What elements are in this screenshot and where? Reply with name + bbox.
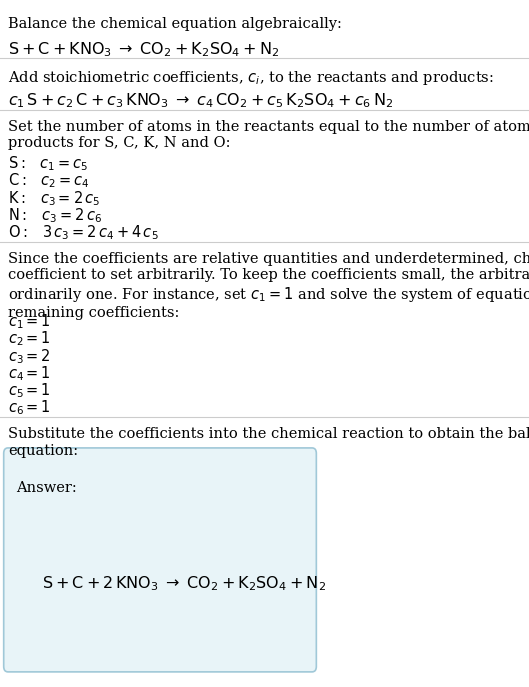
Text: $c_6 = 1$: $c_6 = 1$ xyxy=(8,398,51,417)
Text: $c_5 = 1$: $c_5 = 1$ xyxy=(8,381,51,400)
Text: Add stoichiometric coefficients, $c_i$, to the reactants and products:: Add stoichiometric coefficients, $c_i$, … xyxy=(8,69,494,87)
Text: $c_3 = 2$: $c_3 = 2$ xyxy=(8,347,51,365)
Text: Answer:: Answer: xyxy=(16,481,77,495)
Text: Substitute the coefficients into the chemical reaction to obtain the balanced
eq: Substitute the coefficients into the che… xyxy=(8,427,529,458)
FancyBboxPatch shape xyxy=(4,448,316,672)
Text: $c_4 = 1$: $c_4 = 1$ xyxy=(8,364,51,383)
Text: $\mathregular{N:}\;\;\; c_3 = 2\,c_6$: $\mathregular{N:}\;\;\; c_3 = 2\,c_6$ xyxy=(8,206,102,225)
Text: $c_2 = 1$: $c_2 = 1$ xyxy=(8,330,51,348)
Text: Balance the chemical equation algebraically:: Balance the chemical equation algebraica… xyxy=(8,17,342,31)
Text: Set the number of atoms in the reactants equal to the number of atoms in the
pro: Set the number of atoms in the reactants… xyxy=(8,120,529,150)
Text: $c_1 = 1$: $c_1 = 1$ xyxy=(8,313,51,331)
Text: $c_1\,\mathregular{S} + c_2\,\mathregular{C} + c_3\,\mathregular{KNO_3} \;\right: $c_1\,\mathregular{S} + c_2\,\mathregula… xyxy=(8,91,393,110)
Text: $\mathregular{S + C + KNO_3 \;\rightarrow\; CO_2 + K_2SO_4 + N_2}$: $\mathregular{S + C + KNO_3 \;\rightarro… xyxy=(8,40,279,58)
Text: $\mathregular{S + C + 2\,KNO_3 \;\rightarrow\; CO_2 + K_2SO_4 + N_2}$: $\mathregular{S + C + 2\,KNO_3 \;\righta… xyxy=(42,574,326,594)
Text: $\mathregular{S:}\;\;\; c_1 = c_5$: $\mathregular{S:}\;\;\; c_1 = c_5$ xyxy=(8,155,88,173)
Text: Since the coefficients are relative quantities and underdetermined, choose a
coe: Since the coefficients are relative quan… xyxy=(8,252,529,320)
Text: $\mathregular{K:}\;\;\; c_3 = 2\,c_5$: $\mathregular{K:}\;\;\; c_3 = 2\,c_5$ xyxy=(8,189,101,207)
Text: $\mathregular{C:}\;\;\; c_2 = c_4$: $\mathregular{C:}\;\;\; c_2 = c_4$ xyxy=(8,172,89,190)
Text: $\mathregular{O:}\;\;\; 3\,c_3 = 2\,c_4 + 4\,c_5$: $\mathregular{O:}\;\;\; 3\,c_3 = 2\,c_4 … xyxy=(8,223,159,242)
